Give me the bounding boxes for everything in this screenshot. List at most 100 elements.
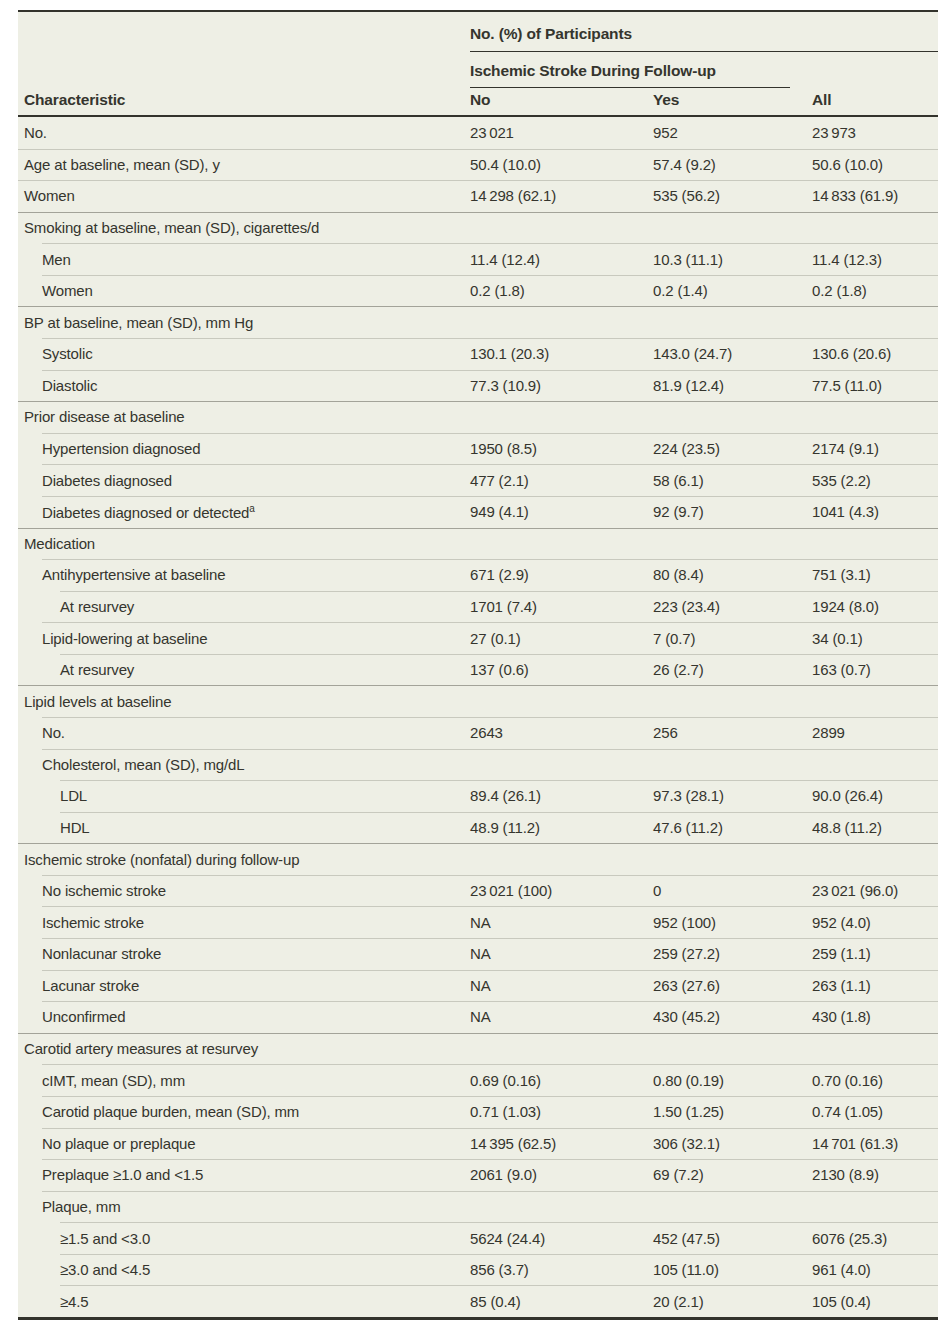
cell-all: 50.6 (10.0) — [812, 156, 938, 173]
cell-no: 23 021 (100) — [470, 882, 653, 899]
row-label: Unconfirmed — [18, 1008, 470, 1025]
table-row: Age at baseline, mean (SD), y50.4 (10.0)… — [18, 149, 938, 181]
cell-yes: 81.9 (12.4) — [653, 377, 812, 394]
cell-all: 2174 (9.1) — [812, 440, 938, 457]
group-header-label: No. (%) of Participants — [470, 25, 632, 43]
row-divider — [42, 559, 938, 560]
cell-yes: 0 — [653, 882, 812, 899]
row-divider — [42, 433, 938, 434]
row-divider — [42, 370, 938, 371]
cell-all: 90.0 (26.4) — [812, 787, 938, 804]
column-subgroup-header-row: Ischemic Stroke During Follow-up — [18, 52, 938, 88]
row-label: Nonlacunar stroke — [18, 945, 470, 962]
cell-all: 11.4 (12.3) — [812, 251, 938, 268]
cell-yes: 10.3 (11.1) — [653, 251, 812, 268]
table-row: Diabetes diagnosed477 (2.1)58 (6.1)535 (… — [18, 464, 938, 496]
row-divider — [42, 717, 938, 718]
table-row: Carotid plaque burden, mean (SD), mm0.71… — [18, 1096, 938, 1128]
table-row: No ischemic stroke23 021 (100)023 021 (9… — [18, 875, 938, 907]
table-row: Lipid-lowering at baseline27 (0.1)7 (0.7… — [18, 622, 938, 654]
table-row: Plaque, mm — [18, 1191, 938, 1223]
table-row: Women0.2 (1.8)0.2 (1.4)0.2 (1.8) — [18, 275, 938, 307]
characteristic-column-header: Characteristic — [24, 91, 125, 109]
cell-yes: 224 (23.5) — [653, 440, 812, 457]
cell-yes: 306 (32.1) — [653, 1135, 812, 1152]
table-row: Carotid artery measures at resurvey — [18, 1033, 938, 1065]
row-divider — [42, 338, 938, 339]
row-label: Carotid artery measures at resurvey — [18, 1040, 470, 1057]
cell-yes: 952 (100) — [653, 914, 812, 931]
table-row: UnconfirmedNA430 (45.2)430 (1.8) — [18, 1001, 938, 1033]
row-divider — [42, 243, 938, 244]
cell-no: 856 (3.7) — [470, 1261, 653, 1278]
row-divider — [60, 1254, 938, 1255]
section-divider — [18, 212, 938, 213]
table-header: No. (%) of Participants Ischemic Stroke … — [18, 12, 938, 117]
row-divider — [42, 496, 938, 497]
table-row: HDL48.9 (11.2)47.6 (11.2)48.8 (11.2) — [18, 812, 938, 844]
cell-all: 1924 (8.0) — [812, 598, 938, 615]
table-row: BP at baseline, mean (SD), mm Hg — [18, 306, 938, 338]
cell-yes: 26 (2.7) — [653, 661, 812, 678]
row-label: Men — [18, 251, 470, 268]
row-label: LDL — [18, 787, 470, 804]
yes-column-header: Yes — [653, 91, 679, 109]
row-label: Ischemic stroke — [18, 914, 470, 931]
table-row: At resurvey1701 (7.4)223 (23.4)1924 (8.0… — [18, 591, 938, 623]
row-divider — [42, 749, 938, 750]
row-divider — [60, 1222, 938, 1223]
cell-yes: 20 (2.1) — [653, 1293, 812, 1310]
cell-all: 535 (2.2) — [812, 472, 938, 489]
row-divider — [42, 1128, 938, 1129]
cell-all: 751 (3.1) — [812, 566, 938, 583]
table-row: Ischemic strokeNA952 (100)952 (4.0) — [18, 906, 938, 938]
cell-yes: 92 (9.7) — [653, 503, 812, 520]
row-label: BP at baseline, mean (SD), mm Hg — [18, 314, 470, 331]
row-label: Lipid-lowering at baseline — [18, 630, 470, 647]
row-label: cIMT, mean (SD), mm — [18, 1072, 470, 1089]
cell-no: 671 (2.9) — [470, 566, 653, 583]
section-divider — [18, 1033, 938, 1034]
cell-no: 5624 (24.4) — [470, 1230, 653, 1247]
section-divider — [18, 685, 938, 686]
row-label: Smoking at baseline, mean (SD), cigarett… — [18, 219, 470, 236]
cell-yes: 430 (45.2) — [653, 1008, 812, 1025]
cell-all: 259 (1.1) — [812, 945, 938, 962]
row-divider — [42, 1001, 938, 1002]
row-divider — [60, 1285, 938, 1286]
table-row: Medication — [18, 528, 938, 560]
cell-yes: 69 (7.2) — [653, 1166, 812, 1183]
cell-yes: 7 (0.7) — [653, 630, 812, 647]
cell-no: NA — [470, 945, 653, 962]
cell-yes: 105 (11.0) — [653, 1261, 812, 1278]
row-label: At resurvey — [18, 661, 470, 678]
row-label: No ischemic stroke — [18, 882, 470, 899]
cell-all: 1041 (4.3) — [812, 503, 938, 520]
row-label: Lacunar stroke — [18, 977, 470, 994]
cell-no: 0.69 (0.16) — [470, 1072, 653, 1089]
cell-yes: 0.2 (1.4) — [653, 282, 812, 299]
table-row: Diastolic77.3 (10.9)81.9 (12.4)77.5 (11.… — [18, 370, 938, 402]
row-label: Lipid levels at baseline — [18, 693, 470, 710]
cell-all: 163 (0.7) — [812, 661, 938, 678]
row-divider — [42, 1096, 938, 1097]
cell-no: 89.4 (26.1) — [470, 787, 653, 804]
table-row: Men11.4 (12.4)10.3 (11.1)11.4 (12.3) — [18, 243, 938, 275]
cell-no: 949 (4.1) — [470, 503, 653, 520]
table-row: No.23 02195223 973 — [18, 117, 938, 149]
cell-all: 2899 — [812, 724, 938, 741]
table-row: Lacunar strokeNA263 (27.6)263 (1.1) — [18, 970, 938, 1002]
row-label: Ischemic stroke (nonfatal) during follow… — [18, 851, 470, 868]
page: No. (%) of Participants Ischemic Stroke … — [0, 0, 948, 1320]
row-label: ≥3.0 and <4.5 — [18, 1261, 470, 1278]
cell-all: 0.2 (1.8) — [812, 282, 938, 299]
table-row: Lipid levels at baseline — [18, 685, 938, 717]
row-divider — [42, 1191, 938, 1192]
row-divider — [60, 780, 938, 781]
row-divider — [18, 180, 938, 181]
cell-all: 0.70 (0.16) — [812, 1072, 938, 1089]
table-row: Systolic130.1 (20.3)143.0 (24.7)130.6 (2… — [18, 338, 938, 370]
row-divider — [42, 464, 938, 465]
cell-all: 77.5 (11.0) — [812, 377, 938, 394]
section-divider — [18, 401, 938, 402]
